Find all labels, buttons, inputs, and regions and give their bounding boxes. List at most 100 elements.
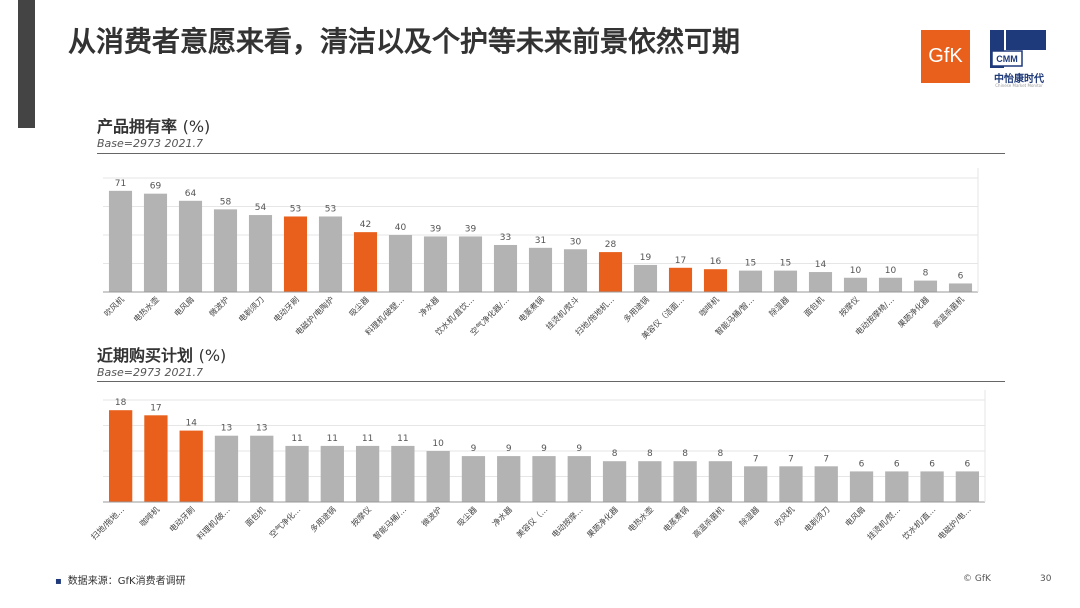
purchase-plan-bar <box>744 466 768 502</box>
purchase-plan-category-label: 电蒸煮锅 <box>661 504 691 534</box>
ownership-category-label: 微波炉 <box>207 294 231 318</box>
ownership-category-label: 净水器 <box>417 294 441 318</box>
purchase-plan-bar <box>108 410 133 502</box>
ownership-chart-title: 产品拥有率 (%) <box>97 113 210 137</box>
purchase-plan-base-note: Base=2973 2021.7 <box>97 366 203 379</box>
purchase-plan-category-label: 按摩仪 <box>349 504 373 528</box>
purchase-plan-value-label: 17 <box>150 403 161 413</box>
ownership-bar <box>843 277 868 292</box>
ownership-category-label: 按摩仪 <box>837 294 861 318</box>
purchase-plan-value-label: 11 <box>397 434 408 444</box>
ownership-bar <box>458 236 483 292</box>
cmm-logo: CMM 中怡康时代 Chinese Market Monitor <box>990 30 1048 88</box>
purchase-plan-category-label: 智能马桶/… <box>371 504 408 541</box>
ownership-bar <box>178 200 203 292</box>
purchase-plan-category-label: 电剃须刀 <box>802 504 832 534</box>
page-title: 从消费者意愿来看，清洁以及个护等未来前景依然可期 <box>68 25 741 58</box>
purchase-plan-value-label: 9 <box>576 444 582 454</box>
purchase-plan-value-label: 14 <box>185 419 197 429</box>
ownership-value-label: 16 <box>710 257 722 267</box>
ownership-value-label: 30 <box>570 237 582 247</box>
purchase-plan-bar <box>179 430 203 502</box>
ownership-value-label: 54 <box>255 203 267 213</box>
ownership-value-label: 69 <box>150 182 162 192</box>
ownership-bar <box>878 277 903 292</box>
ownership-value-label: 10 <box>850 266 862 276</box>
ownership-value-label: 31 <box>535 236 546 246</box>
purchase-plan-category-label: 咖啡机 <box>137 504 161 528</box>
purchase-plan-bar <box>391 445 415 502</box>
purchase-plan-category-label: 吸尘器 <box>455 504 479 528</box>
ownership-value-label: 8 <box>923 269 929 279</box>
purchase-plan-value-label: 18 <box>115 398 127 408</box>
ownership-category-label: 吸尘器 <box>347 294 371 318</box>
purchase-plan-title-rule <box>97 381 1005 382</box>
purchase-plan-category-label: 电动按摩… <box>549 504 584 539</box>
ownership-bar <box>913 280 938 292</box>
purchase-plan-value-label: 7 <box>753 454 759 464</box>
purchase-plan-category-label: 果蔬净化器 <box>585 504 620 539</box>
ownership-category-label: 电热水壶 <box>131 294 161 324</box>
purchase-plan-category-label: 挂烫机/熨… <box>865 504 902 541</box>
purchase-plan-category-label: 料理机/破… <box>195 504 232 541</box>
cmm-logo-name: 中怡康时代 <box>994 74 1044 85</box>
purchase-plan-bar <box>320 445 344 502</box>
ownership-bar <box>808 272 833 292</box>
purchase-plan-bar <box>285 445 309 502</box>
ownership-value-label: 19 <box>640 253 652 263</box>
purchase-plan-category-label: 除湿器 <box>737 504 761 528</box>
purchase-plan-bar <box>920 471 944 502</box>
purchase-plan-bar <box>497 456 521 502</box>
ownership-bar <box>633 264 658 292</box>
purchase-plan-value-label: 6 <box>929 459 935 469</box>
purchase-plan-category-label: 扫地/拖地… <box>89 504 126 541</box>
purchase-plan-bar <box>708 461 733 502</box>
ownership-value-label: 71 <box>115 179 126 189</box>
ownership-value-label: 40 <box>395 223 407 233</box>
purchase-plan-bar <box>779 466 803 502</box>
purchase-plan-category-label: 高温杀菌机 <box>690 504 725 539</box>
purchase-plan-value-label: 13 <box>256 424 267 434</box>
ownership-value-label: 58 <box>220 197 232 207</box>
cmm-mark-text: CMM <box>996 54 1018 64</box>
ownership-bar <box>318 216 343 292</box>
purchase-plan-value-label: 13 <box>221 424 232 434</box>
ownership-bar <box>423 236 448 292</box>
purchase-plan-value-label: 9 <box>541 444 547 454</box>
purchase-plan-value-label: 9 <box>506 444 512 454</box>
ownership-category-label: 除湿器 <box>767 294 791 318</box>
purchase-plan-bar <box>532 456 556 502</box>
ownership-value-label: 14 <box>815 260 827 270</box>
purchase-plan-category-label: 电动牙刷 <box>167 504 197 534</box>
ownership-value-label: 33 <box>500 233 511 243</box>
purchase-plan-bar <box>885 471 909 502</box>
ownership-bar <box>598 252 623 292</box>
ownership-bar <box>248 215 273 292</box>
ownership-category-label: 电动牙刷 <box>271 294 301 324</box>
ownership-bar <box>948 283 973 292</box>
purchase-plan-bar <box>673 461 697 502</box>
ownership-bar <box>668 267 693 292</box>
ownership-bar <box>738 270 763 292</box>
ownership-bar <box>353 232 378 292</box>
purchase-plan-value-label: 11 <box>291 434 302 444</box>
purchase-plan-value-label: 8 <box>682 449 688 459</box>
purchase-plan-category-label: 电热水壶 <box>626 504 656 534</box>
ownership-bar <box>108 190 133 292</box>
ownership-bar <box>563 249 588 292</box>
ownership-bar <box>773 270 798 292</box>
ownership-value-label: 39 <box>430 224 442 234</box>
purchase-plan-category-label: 面包机 <box>243 504 267 528</box>
ownership-category-label: 电风扇 <box>172 294 196 318</box>
purchase-plan-bar <box>814 466 838 502</box>
ownership-value-label: 15 <box>745 259 756 269</box>
ownership-category-label: 果蔬净化器 <box>896 294 931 329</box>
ownership-base-note: Base=2973 2021.7 <box>97 137 203 150</box>
ownership-category-label: 咖啡机 <box>697 294 721 318</box>
purchase-plan-value-label: 7 <box>788 454 794 464</box>
ownership-bar-chart: 71吹风机69电热水壶64电风扇58微波炉54电剃须刀53电动牙刷53电磁炉/电… <box>102 168 979 341</box>
purchase-plan-value-label: 10 <box>432 439 444 449</box>
purchase-plan-category-label: 电磁炉/电… <box>936 504 973 541</box>
copyright: © GfK <box>963 574 991 584</box>
purchase-plan-value-label: 11 <box>327 434 338 444</box>
